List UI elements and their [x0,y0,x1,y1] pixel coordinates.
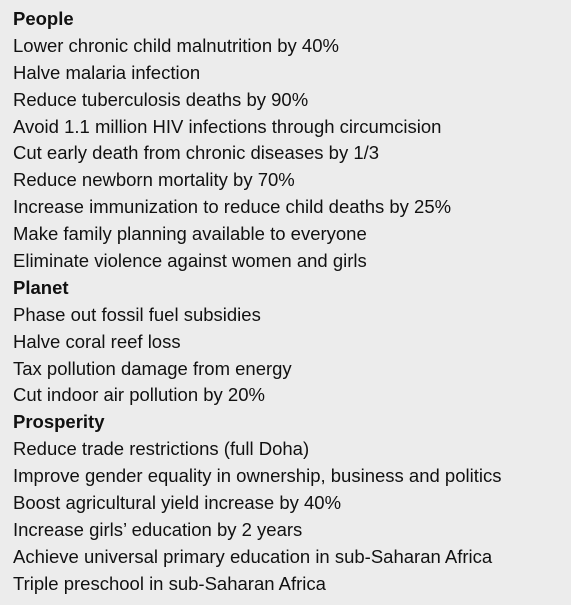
list-item: Avoid 1.1 million HIV infections through… [13,115,442,137]
list-item: Increase immunization to reduce child de… [13,196,452,218]
list-item: Halve coral reef loss [13,330,181,352]
item-list-people: Lower chronic child malnutrition by 40% … [13,33,571,275]
list-item: Increase girls’ education by 2 years [13,518,303,540]
list-item: Eliminate violence against women and gir… [13,250,367,272]
list-item: Reduce trade restrictions (full Doha) [13,438,310,460]
section-heading-planet: Planet [13,276,69,298]
list-item: Tax pollution damage from energy [13,357,292,379]
section-heading-people: People [13,8,74,29]
list-item: Boost agricultural yield increase by 40% [13,492,342,514]
section-heading-prosperity: Prosperity [13,411,105,433]
list-item: Cut indoor air pollution by 20% [13,384,265,406]
section-planet: Planet Phase out fossil fuel subsidies H… [13,275,571,409]
list-item: Reduce tuberculosis deaths by 90% [13,88,309,110]
list-item: Triple preschool in sub-Saharan Africa [13,572,326,594]
section-prosperity: Prosperity Reduce trade restrictions (fu… [13,409,571,597]
list-item: Lower chronic child malnutrition by 40% [13,34,339,56]
item-list-planet: Phase out fossil fuel subsidies Halve co… [13,302,571,410]
item-list-prosperity: Reduce trade restrictions (full Doha) Im… [13,436,571,597]
section-people: People Lower chronic child malnutrition … [13,6,571,275]
list-item: Phase out fossil fuel subsidies [13,303,261,325]
list-item: Improve gender equality in ownership, bu… [13,465,502,487]
list-item: Reduce newborn mortality by 70% [13,169,295,191]
list-item: Achieve universal primary education in s… [13,545,493,567]
list-item: Halve malaria infection [13,61,201,83]
list-item: Make family planning available to everyo… [13,223,367,245]
list-item: Cut early death from chronic diseases by… [13,142,380,164]
